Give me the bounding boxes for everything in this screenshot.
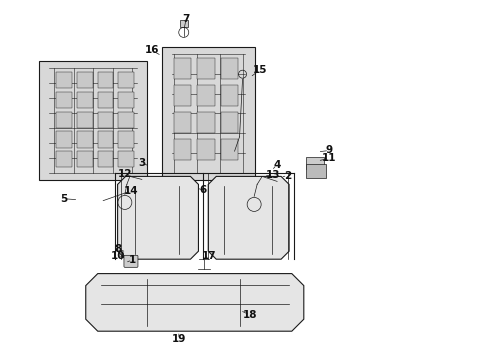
Bar <box>56 92 72 108</box>
Text: 1: 1 <box>129 255 136 265</box>
Text: 13: 13 <box>266 170 281 180</box>
Bar <box>118 72 134 88</box>
Text: 3: 3 <box>139 158 146 168</box>
Bar <box>98 72 113 88</box>
Bar <box>221 58 238 79</box>
Bar <box>197 139 215 160</box>
Text: 4: 4 <box>273 160 281 170</box>
Text: 8: 8 <box>114 244 121 254</box>
Bar <box>118 112 134 128</box>
Bar <box>77 151 93 167</box>
Bar <box>221 85 238 106</box>
Text: 2: 2 <box>284 171 291 181</box>
Bar <box>56 72 72 88</box>
Text: 15: 15 <box>252 65 267 75</box>
Text: 11: 11 <box>322 153 337 163</box>
Text: 7: 7 <box>182 14 190 24</box>
Bar <box>180 20 188 27</box>
Polygon shape <box>208 176 289 259</box>
Bar <box>77 72 93 88</box>
Bar <box>197 85 215 106</box>
Bar <box>197 58 215 79</box>
Text: 10: 10 <box>110 251 125 261</box>
Text: 18: 18 <box>243 310 257 320</box>
Text: 19: 19 <box>172 334 186 344</box>
FancyBboxPatch shape <box>124 255 138 267</box>
Text: 14: 14 <box>124 186 139 196</box>
Text: 5: 5 <box>60 194 67 204</box>
Bar <box>197 112 215 133</box>
Bar <box>118 92 134 108</box>
Bar <box>77 112 93 128</box>
Bar <box>98 92 113 108</box>
Bar <box>306 157 324 168</box>
Polygon shape <box>118 176 198 259</box>
Text: 12: 12 <box>118 168 132 179</box>
Bar <box>98 151 113 167</box>
Polygon shape <box>39 61 147 180</box>
Bar <box>221 112 238 133</box>
Bar <box>221 139 238 160</box>
Bar <box>118 131 134 148</box>
Text: 9: 9 <box>326 145 333 156</box>
Bar <box>174 112 191 133</box>
Bar <box>56 151 72 167</box>
Bar <box>56 112 72 128</box>
Bar <box>77 131 93 148</box>
Bar <box>118 151 134 167</box>
Text: 6: 6 <box>200 185 207 195</box>
Bar <box>306 164 326 178</box>
Bar <box>98 131 113 148</box>
Bar <box>77 92 93 108</box>
Polygon shape <box>86 274 304 331</box>
Polygon shape <box>162 47 255 180</box>
Text: 17: 17 <box>202 251 217 261</box>
Bar <box>174 139 191 160</box>
Bar <box>98 112 113 128</box>
Bar <box>174 58 191 79</box>
Bar <box>174 85 191 106</box>
Bar <box>56 131 72 148</box>
Text: 16: 16 <box>145 45 159 55</box>
